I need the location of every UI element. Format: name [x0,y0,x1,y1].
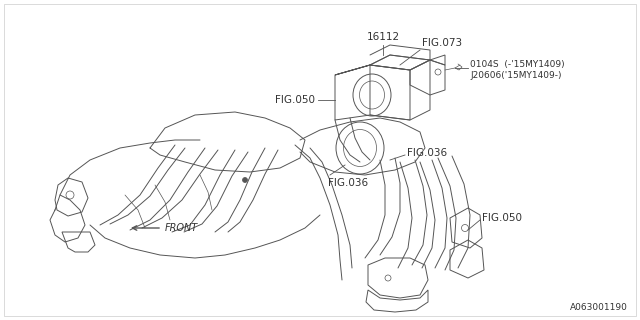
Text: FRONT: FRONT [165,223,198,233]
Text: A063001190: A063001190 [570,303,628,312]
Text: FIG.036: FIG.036 [407,148,447,158]
Text: 16112: 16112 [367,32,399,42]
Text: FIG.050: FIG.050 [275,95,315,105]
Text: FIG.036: FIG.036 [328,178,368,188]
Text: FIG.073: FIG.073 [422,38,462,48]
Text: J20606('15MY1409-): J20606('15MY1409-) [470,71,561,81]
Text: FIG.050: FIG.050 [482,213,522,223]
Text: 0104S  (-'15MY1409): 0104S (-'15MY1409) [470,60,564,69]
Circle shape [243,178,248,182]
